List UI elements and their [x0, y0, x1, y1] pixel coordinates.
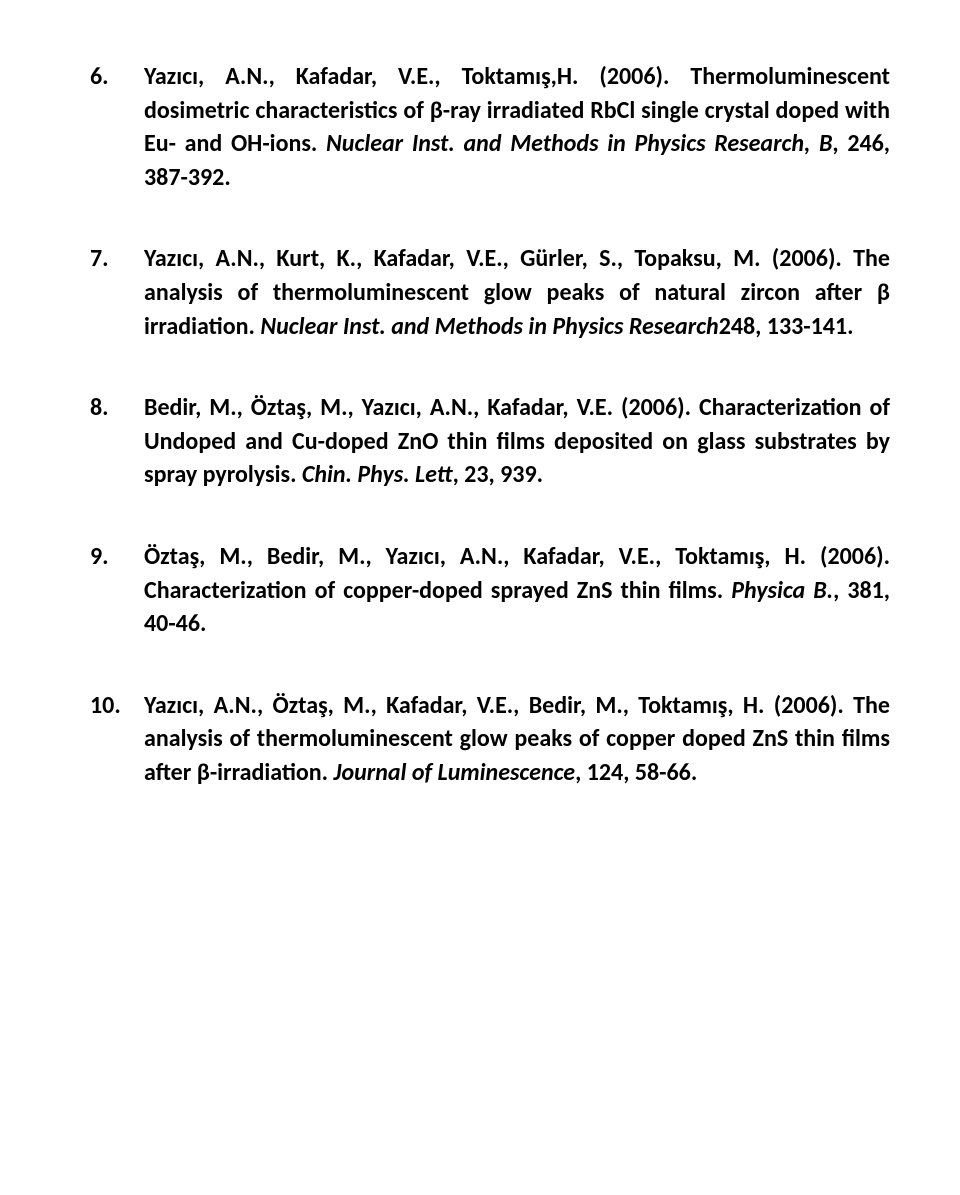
reference-number: 8. [90, 391, 144, 492]
reference-item: 6.Yazıcı, A.N., Kafadar, V.E., Toktamış,… [90, 60, 890, 194]
reference-number: 6. [90, 60, 144, 194]
reference-number: 10. [90, 689, 144, 790]
reference-list: 6.Yazıcı, A.N., Kafadar, V.E., Toktamış,… [90, 60, 890, 790]
reference-number: 9. [90, 540, 144, 641]
reference-number: 7. [90, 242, 144, 343]
reference-text: Yazıcı, A.N., Kurt, K., Kafadar, V.E., G… [144, 242, 890, 343]
reference-text: Bedir, M., Öztaş, M., Yazıcı, A.N., Kafa… [144, 391, 890, 492]
reference-text: Yazıcı, A.N., Öztaş, M., Kafadar, V.E., … [144, 689, 890, 790]
reference-item: 9.Öztaş, M., Bedir, M., Yazıcı, A.N., Ka… [90, 540, 890, 641]
reference-text: Yazıcı, A.N., Kafadar, V.E., Toktamış,H.… [144, 60, 890, 194]
reference-item: 7.Yazıcı, A.N., Kurt, K., Kafadar, V.E.,… [90, 242, 890, 343]
reference-text: Öztaş, M., Bedir, M., Yazıcı, A.N., Kafa… [144, 540, 890, 641]
reference-item: 8.Bedir, M., Öztaş, M., Yazıcı, A.N., Ka… [90, 391, 890, 492]
reference-item: 10.Yazıcı, A.N., Öztaş, M., Kafadar, V.E… [90, 689, 890, 790]
